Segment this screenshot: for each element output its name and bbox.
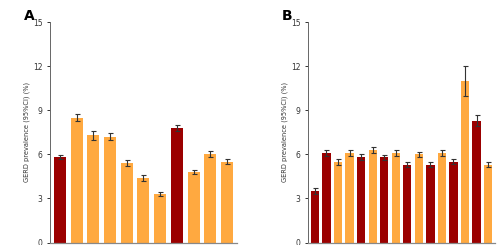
Bar	[104, 137, 116, 243]
Bar	[368, 150, 377, 243]
Y-axis label: GERD prevalence (95%CI) (%): GERD prevalence (95%CI) (%)	[282, 82, 288, 182]
Bar	[88, 135, 100, 243]
Y-axis label: GERD prevalence (95%CI) (%): GERD prevalence (95%CI) (%)	[24, 82, 30, 182]
Bar	[450, 162, 458, 243]
Bar	[380, 157, 388, 243]
Bar	[426, 165, 434, 243]
Bar	[188, 172, 200, 243]
Bar	[472, 121, 480, 243]
Bar	[121, 163, 133, 243]
Bar	[334, 162, 342, 243]
Bar	[484, 165, 492, 243]
Bar	[438, 153, 446, 243]
Bar	[414, 154, 423, 243]
Text: B: B	[282, 9, 292, 23]
Bar	[403, 165, 411, 243]
Bar	[311, 191, 319, 243]
Text: A: A	[24, 9, 34, 23]
Bar	[138, 178, 149, 243]
Bar	[204, 154, 216, 243]
Bar	[461, 81, 469, 243]
Bar	[221, 162, 233, 243]
Bar	[54, 157, 66, 243]
Bar	[357, 157, 366, 243]
Bar	[70, 118, 83, 243]
Bar	[322, 153, 330, 243]
Bar	[154, 194, 166, 243]
Bar	[392, 153, 400, 243]
Bar	[346, 153, 354, 243]
Bar	[171, 128, 183, 243]
